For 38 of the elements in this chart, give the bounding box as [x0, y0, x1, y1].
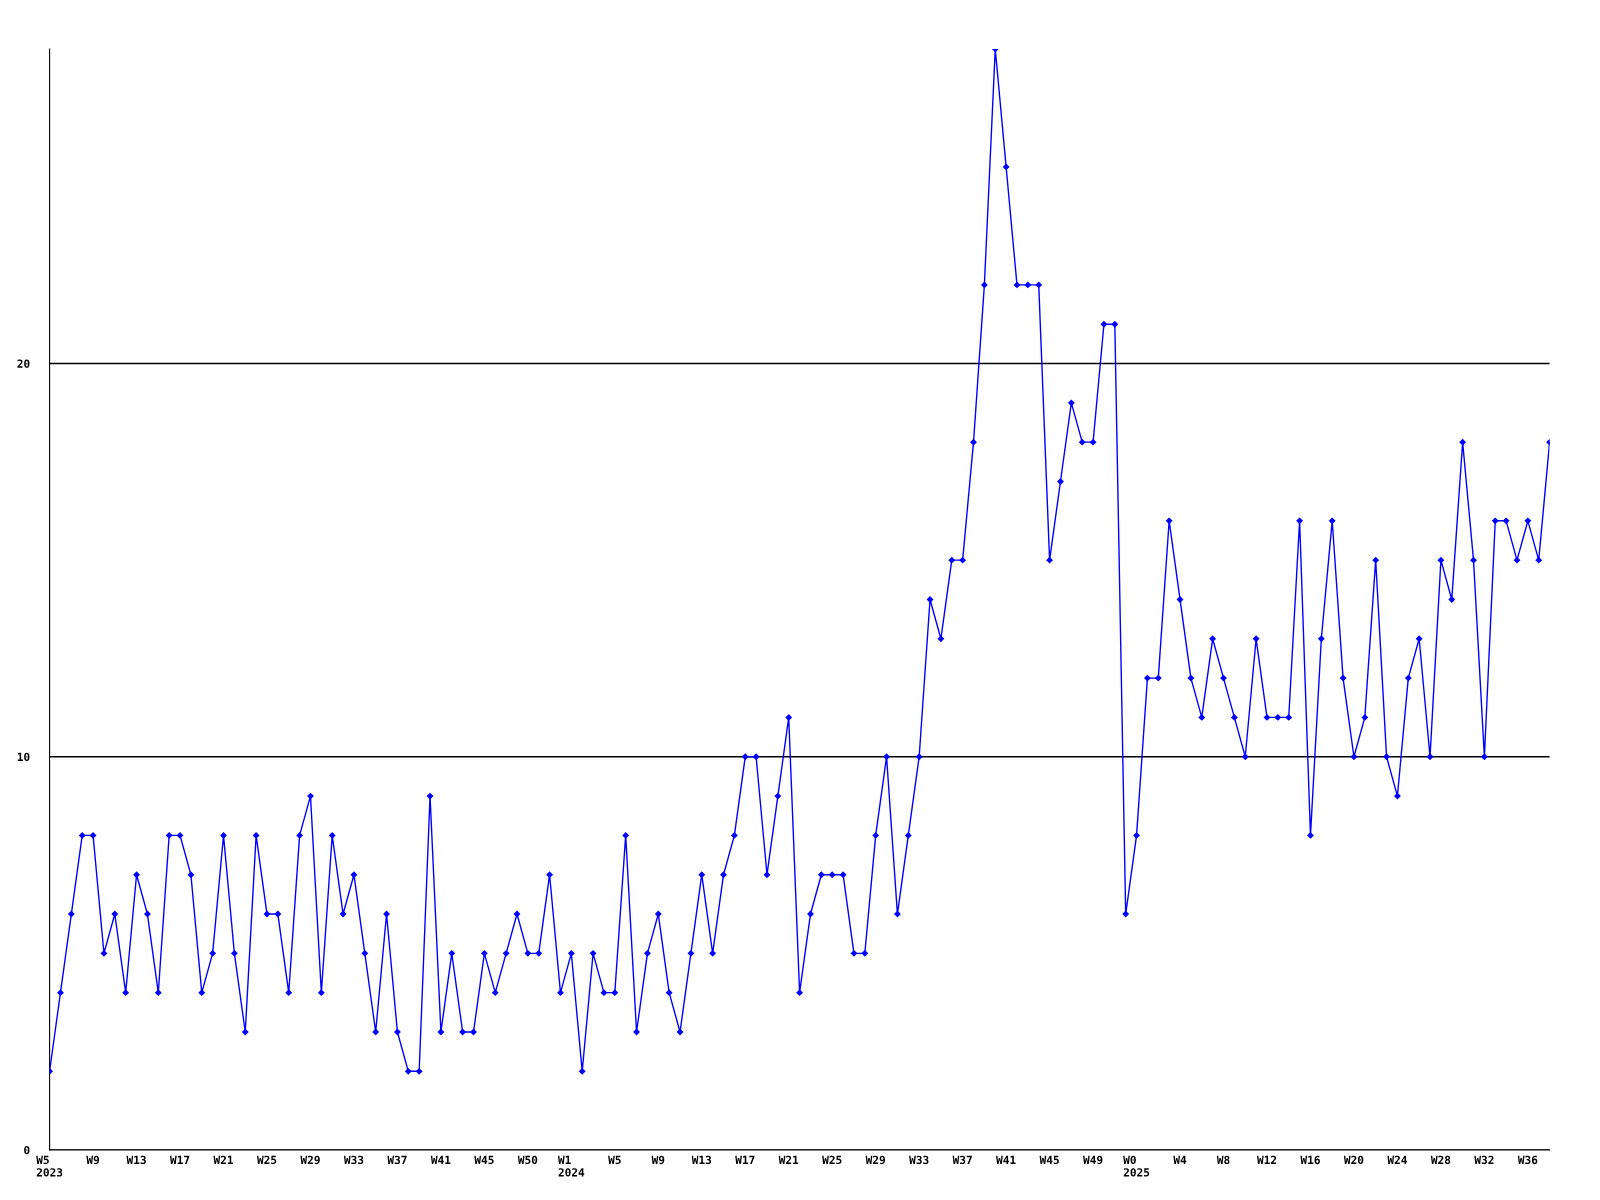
x-tick-label: W24 [1387, 1155, 1407, 1164]
x-tick-label: W8 [1216, 1155, 1230, 1165]
x-tick-label: W9 [651, 1155, 665, 1165]
x-tick-label: W37 [387, 1155, 407, 1165]
x-tick-label: W5 2023 [36, 1155, 63, 1177]
x-tick-label: W12 [1256, 1155, 1277, 1164]
y-tick-label: 0 [24, 1145, 30, 1155]
y-tick-label: 10 [17, 752, 30, 762]
x-tick-label: W21 [213, 1155, 234, 1164]
x-tick-label: W49 [1083, 1155, 1103, 1165]
x-tick-label: W21 [778, 1155, 799, 1164]
x-tick-label: W41 [430, 1155, 451, 1164]
x-tick-label: W33 [909, 1155, 929, 1165]
x-tick-label: W25 [256, 1155, 277, 1165]
x-tick-label: W32 [1474, 1155, 1494, 1165]
x-tick-label: W13 [691, 1155, 712, 1165]
x-tick-label: W16 [1300, 1155, 1320, 1165]
x-tick-label: W36 [1517, 1155, 1538, 1165]
x-tick-label: W29 [865, 1155, 886, 1165]
x-tick-label: W33 [343, 1155, 364, 1165]
x-tick-label: W0 2025 [1123, 1155, 1150, 1177]
x-tick-label: W50 [517, 1155, 538, 1165]
x-tick-label: W41 [996, 1155, 1016, 1164]
x-tick-label: W45 [474, 1155, 494, 1165]
x-tick-label: W45 [1039, 1155, 1059, 1165]
x-tick-label: W28 [1430, 1155, 1451, 1165]
x-tick-label: W17 [170, 1155, 190, 1164]
x-tick-label: W29 [300, 1155, 320, 1165]
x-tick-label: W13 [126, 1155, 146, 1165]
x-tick-label: W25 [822, 1155, 842, 1165]
x-tick-label: W4 [1173, 1155, 1187, 1164]
x-tick-label: W5 [608, 1155, 621, 1165]
x-tick-label: W37 [952, 1155, 972, 1165]
x-tick-label: W9 [86, 1155, 100, 1165]
x-tick-label: W20 [1343, 1155, 1364, 1165]
y-tick-label: 20 [17, 359, 30, 368]
x-tick-label: W17 [735, 1155, 755, 1164]
x-tick-label: W1 2024 [557, 1155, 585, 1177]
